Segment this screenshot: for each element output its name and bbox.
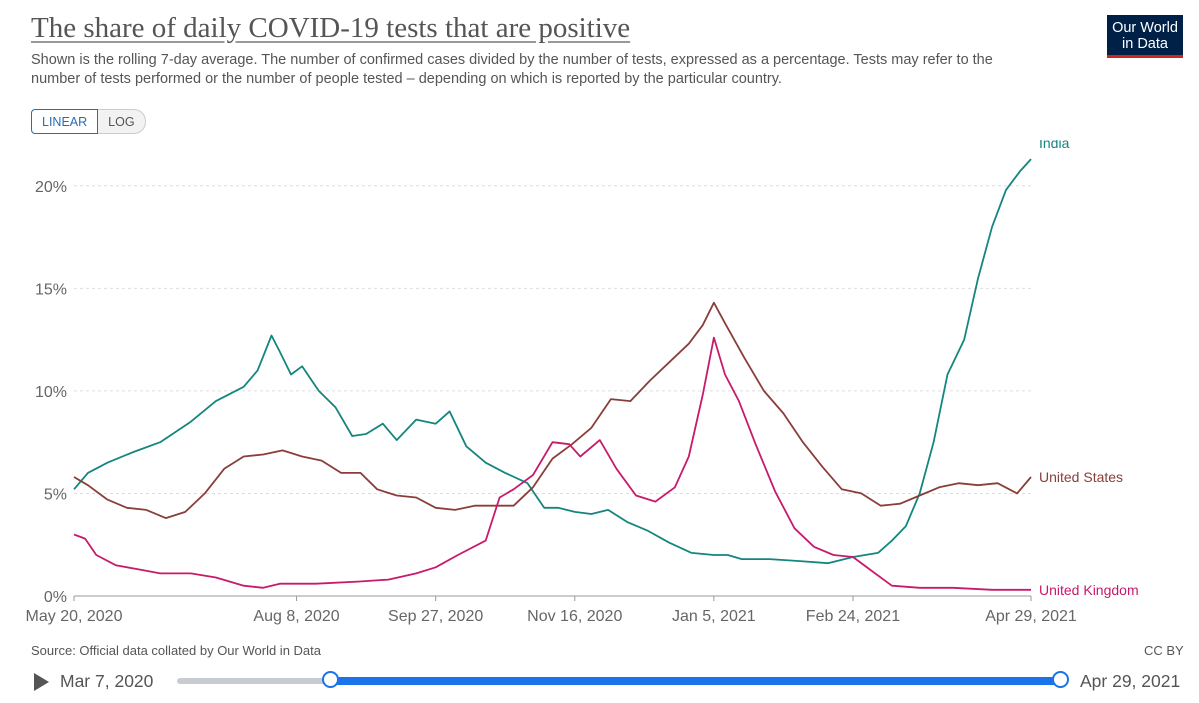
x-tick-label: Apr 29, 2021 — [985, 608, 1077, 625]
y-tick-label: 15% — [35, 281, 67, 298]
source-note: Source: Official data collated by Our Wo… — [31, 643, 321, 658]
series-label-united-kingdom[interactable]: United Kingdom — [1039, 582, 1139, 598]
x-tick-label: Nov 16, 2020 — [527, 608, 622, 625]
y-tick-label: 20% — [35, 179, 67, 196]
x-tick-label: May 20, 2020 — [26, 608, 123, 625]
x-tick-label: Aug 8, 2020 — [253, 608, 339, 625]
license-link[interactable]: CC BY — [1144, 643, 1184, 658]
series-label-india[interactable]: India — [1039, 140, 1070, 151]
series-line-united-states[interactable] — [73, 301, 1032, 519]
series-line-india[interactable] — [73, 158, 1032, 565]
linear-scale-button[interactable]: LINEAR — [31, 109, 99, 134]
y-tick-label: 10% — [35, 384, 67, 401]
timeline-end-label: Apr 29, 2021 — [1080, 671, 1181, 691]
y-axis: 0% 5% 10% 15% 20% — [35, 179, 67, 606]
timeline-end-handle[interactable] — [1052, 671, 1069, 688]
logo-line-2: in Data — [1122, 36, 1168, 52]
chart-subtitle: Shown is the rolling 7-day average. The … — [31, 52, 993, 87]
timeline-start-handle[interactable] — [321, 671, 339, 688]
grid-layer — [74, 185, 1031, 494]
owid-logo[interactable]: Our World in Data — [1107, 15, 1183, 58]
x-axis: May 20, 2020 Aug 8, 2020 Sep 27, 2020 Nov 1… — [26, 595, 1077, 625]
play-icon[interactable] — [34, 673, 49, 691]
chart-title[interactable]: The share of daily COVID-19 tests that a… — [31, 12, 631, 44]
timeline-start-label: Mar 7, 2020 — [60, 671, 154, 691]
series-line-united-kingdom[interactable] — [73, 336, 1031, 591]
x-tick-label: Sep 27, 2020 — [388, 608, 483, 625]
series-layer — [73, 158, 1032, 591]
scale-toggle: LINEAR LOG — [31, 109, 146, 134]
series-labels: India United States United Kingdom — [1039, 140, 1139, 598]
x-tick-label: Feb 24, 2021 — [806, 608, 900, 625]
logo-line-1: Our World — [1112, 20, 1178, 36]
x-tick-label: Jan 5, 2021 — [672, 608, 756, 625]
y-tick-label: 5% — [44, 486, 67, 503]
log-scale-button[interactable]: LOG — [98, 109, 146, 134]
y-tick-label: 0% — [44, 589, 67, 606]
series-label-united-states[interactable]: United States — [1039, 469, 1123, 485]
timeline-selected-range — [330, 677, 1061, 685]
line-chart: 0% 5% 10% 15% 20% May 20, 2020 Aug 8, 2020 Sep… — [26, 140, 1139, 625]
